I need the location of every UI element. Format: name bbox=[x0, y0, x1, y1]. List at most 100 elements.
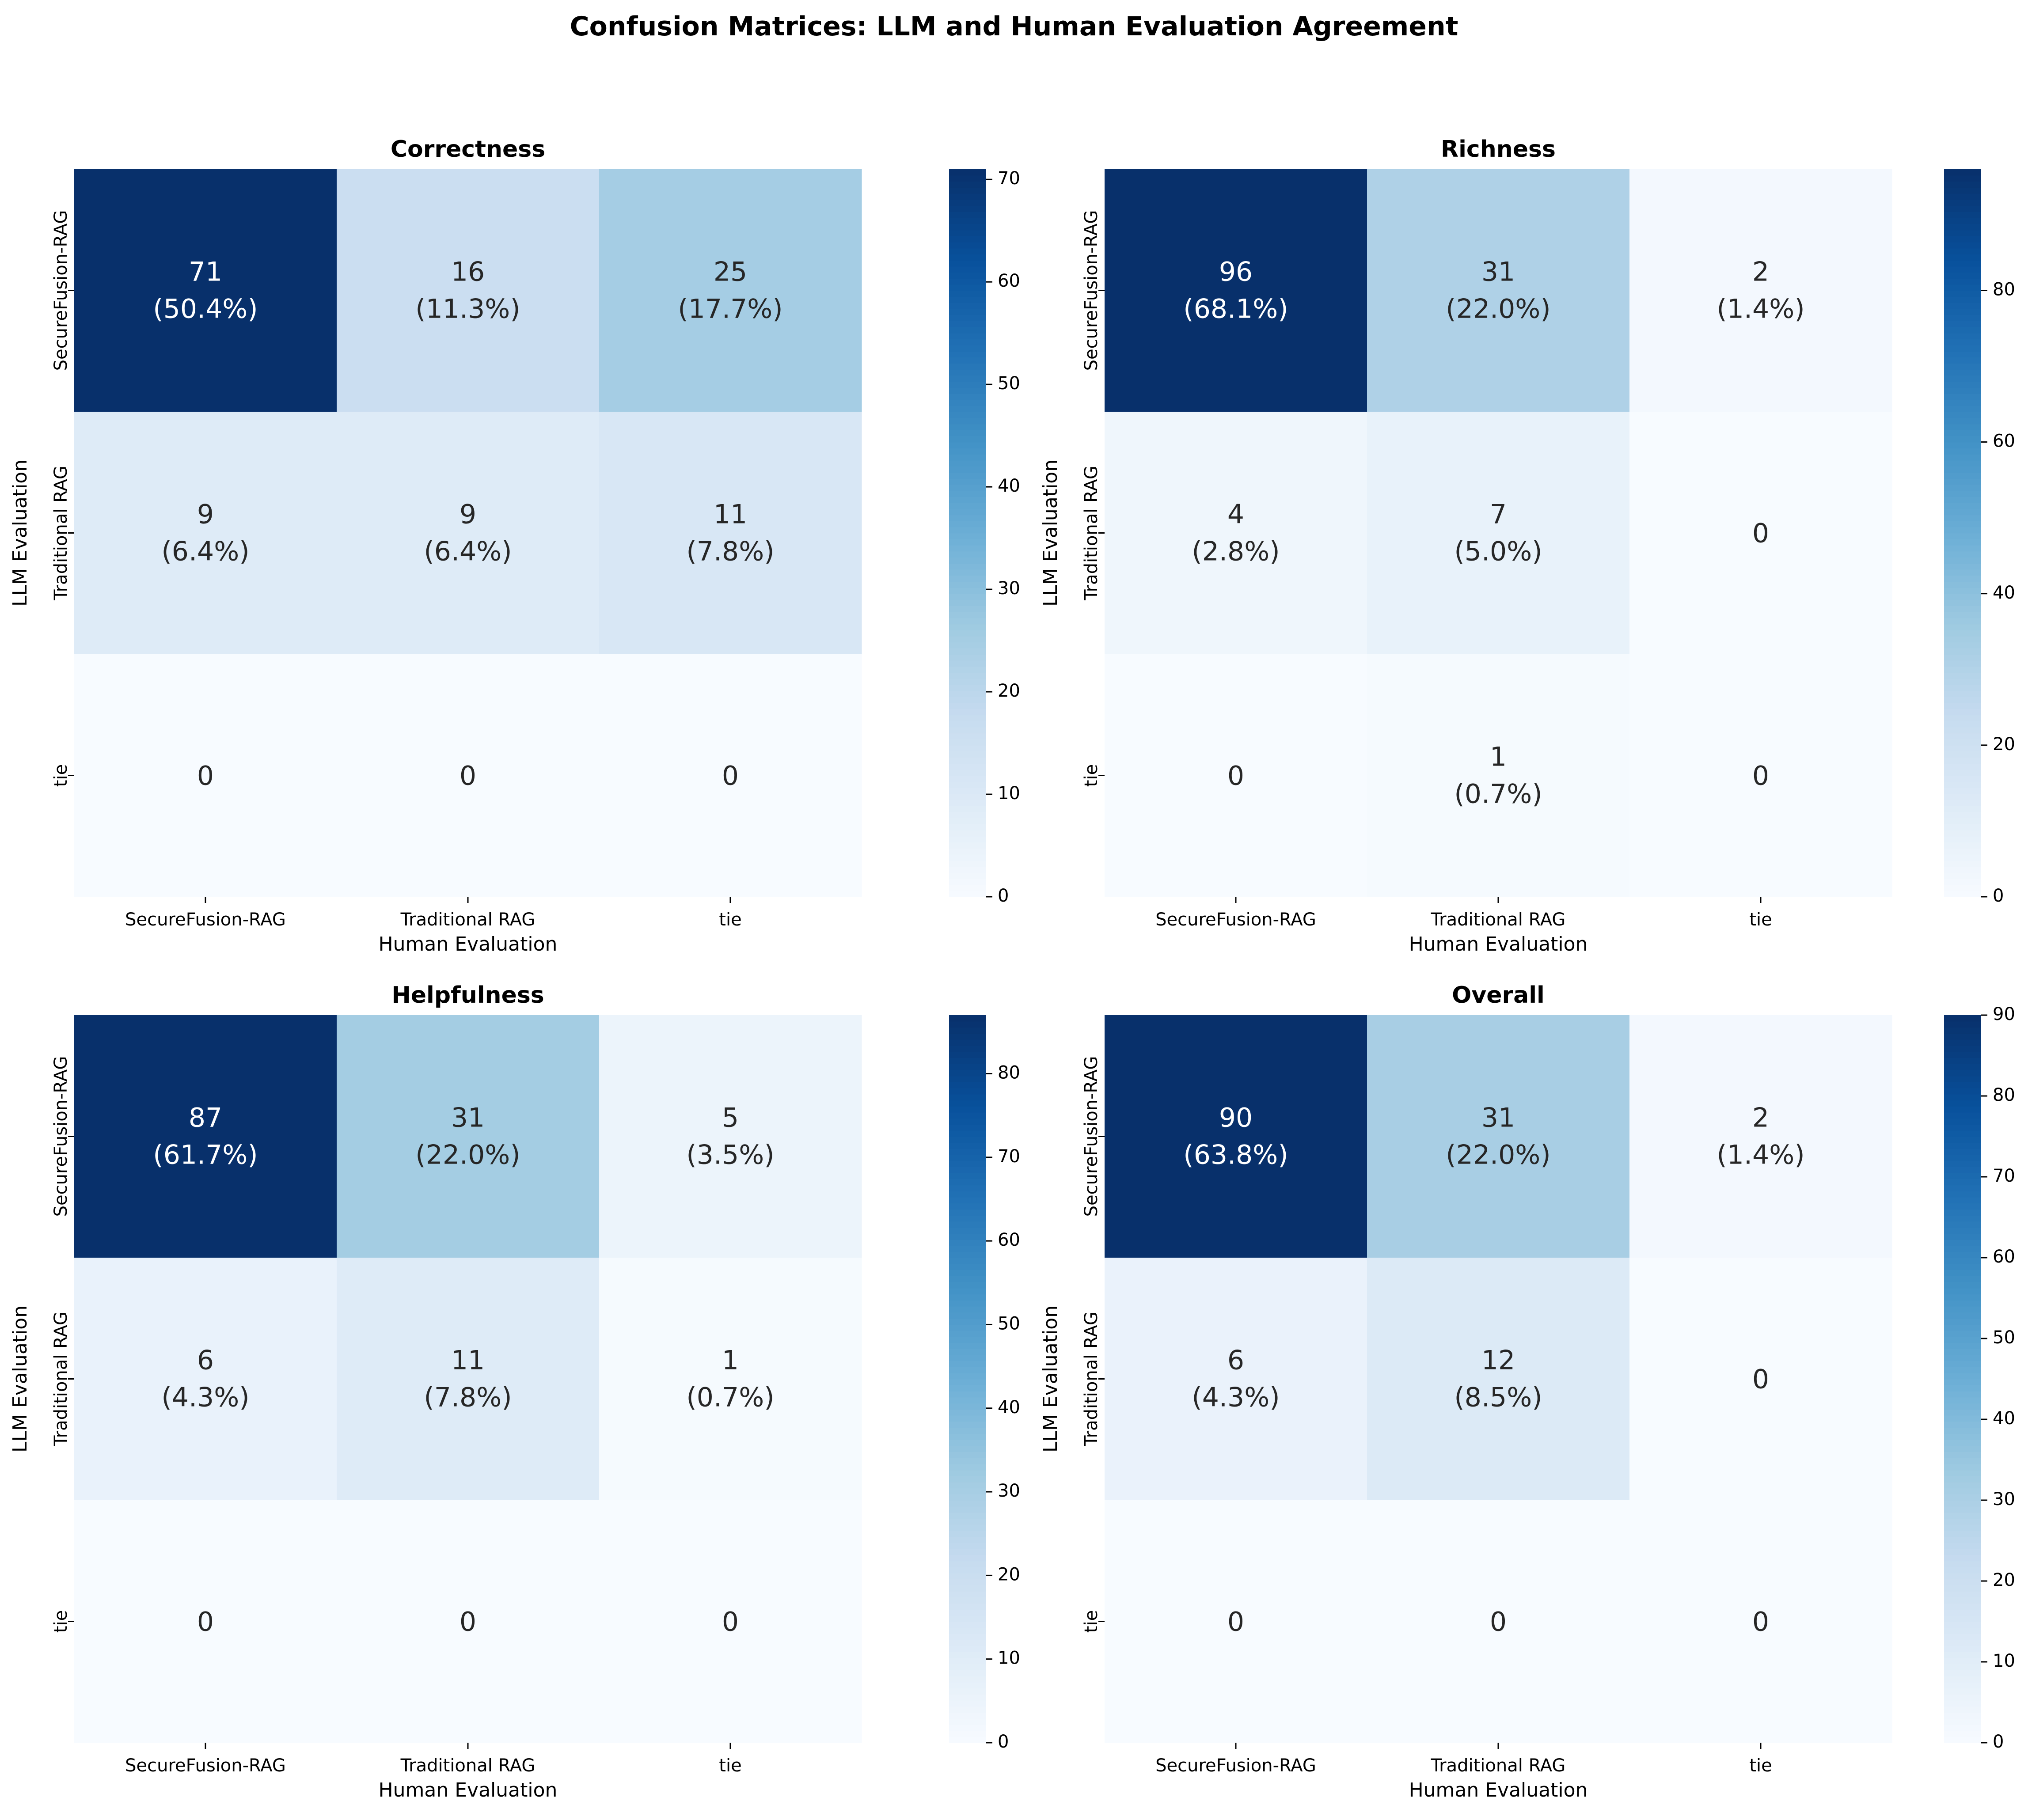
colorbar-segment bbox=[1944, 326, 1981, 334]
colorbar-segment bbox=[1944, 860, 1981, 867]
colorbar-segment bbox=[1944, 557, 1981, 564]
colorbar-segment bbox=[1944, 1494, 1981, 1501]
colorbar-segment bbox=[1944, 1536, 1981, 1543]
colorbar-segment bbox=[949, 751, 986, 758]
y-tick-label: SecureFusion-RAG bbox=[51, 1056, 71, 1217]
cell-percent-label: (6.4%) bbox=[424, 536, 512, 567]
colorbar-segment bbox=[949, 1324, 986, 1331]
x-axis-label: Human Evaluation bbox=[1409, 933, 1588, 956]
cell-percent-label: (3.5%) bbox=[686, 1140, 774, 1171]
heatmap-cell bbox=[1367, 1258, 1630, 1501]
colorbar-segment bbox=[949, 569, 986, 576]
colorbar-segment bbox=[949, 508, 986, 516]
colorbar-segment bbox=[1944, 296, 1981, 303]
colorbar-segment bbox=[1944, 1039, 1981, 1046]
cell-percent-label: (8.5%) bbox=[1454, 1382, 1542, 1413]
colorbar-segment bbox=[949, 381, 986, 388]
cell-count-label: 31 bbox=[451, 1103, 485, 1134]
cell-percent-label: (11.3%) bbox=[415, 294, 520, 325]
figure-title: Confusion Matrices: LLM and Human Evalua… bbox=[570, 11, 1458, 42]
colorbar-segment bbox=[1944, 715, 1981, 721]
heatmap-panel-correctness: Correctness 71 (50.4%) 16 (11.3%) 25 (17.7%) 9 (… bbox=[9, 136, 1020, 956]
colorbar-segment bbox=[949, 369, 986, 376]
colorbar-segment bbox=[1944, 193, 1981, 200]
colorbar-segment bbox=[949, 1706, 986, 1713]
colorbar-segment bbox=[1944, 242, 1981, 249]
colorbar-segment bbox=[1944, 1058, 1981, 1064]
colorbar-segment bbox=[1944, 224, 1981, 231]
colorbar-segment bbox=[949, 727, 986, 734]
colorbar-segment bbox=[949, 836, 986, 843]
colorbar-segment bbox=[949, 575, 986, 582]
colorbar-segment bbox=[1944, 290, 1981, 297]
colorbar-segment bbox=[1944, 1197, 1981, 1204]
colorbar-segment bbox=[949, 1148, 986, 1155]
colorbar-segment bbox=[1944, 502, 1981, 509]
colorbar-segment bbox=[949, 1039, 986, 1046]
colorbar-segment bbox=[1944, 606, 1981, 612]
colorbar-segment bbox=[1944, 1597, 1981, 1604]
colorbar-segment bbox=[949, 1518, 986, 1525]
colorbar-tick-label: 10 bbox=[998, 1648, 1020, 1668]
colorbar-segment bbox=[949, 1076, 986, 1082]
colorbar-segment bbox=[949, 193, 986, 200]
colorbar-segment bbox=[1944, 1518, 1981, 1525]
colorbar-segment bbox=[949, 1639, 986, 1646]
colorbar-segment bbox=[949, 1154, 986, 1161]
colorbar-segment bbox=[949, 1627, 986, 1634]
colorbar-segment bbox=[949, 1730, 986, 1737]
colorbar-segment bbox=[949, 1094, 986, 1100]
colorbar-segment bbox=[949, 442, 986, 449]
colorbar-segment bbox=[1944, 235, 1981, 243]
heatmap-cell bbox=[1629, 169, 1892, 412]
colorbar-segment bbox=[949, 1488, 986, 1495]
y-tick-label: tie bbox=[51, 1610, 71, 1633]
colorbar-segment bbox=[1944, 836, 1981, 843]
colorbar-segment bbox=[949, 800, 986, 806]
colorbar-segment bbox=[949, 1239, 986, 1246]
y-tick-label: tie bbox=[51, 764, 71, 787]
colorbar-segment bbox=[1944, 1330, 1981, 1337]
x-tick-label: SecureFusion-RAG bbox=[1155, 910, 1316, 930]
colorbar-segment bbox=[1944, 1227, 1981, 1234]
colorbar-segment bbox=[1944, 1621, 1981, 1628]
colorbar-segment bbox=[949, 1021, 986, 1028]
colorbar-segment bbox=[1944, 1555, 1981, 1562]
colorbar-segment bbox=[1944, 1706, 1981, 1713]
colorbar-segment bbox=[949, 630, 986, 637]
colorbar-tick-label: 60 bbox=[1993, 1247, 2015, 1267]
heatmap-panel-richness: Richness 96 (68.1%) 31 (22.0%) 2 (1.4%) 4 (2.8%)… bbox=[1039, 136, 2015, 956]
cell-count-label: 16 bbox=[451, 257, 485, 288]
colorbar-segment bbox=[1944, 1609, 1981, 1616]
heatmap-cell bbox=[74, 412, 337, 655]
colorbar-segment bbox=[949, 290, 986, 297]
colorbar-segment bbox=[1944, 854, 1981, 861]
colorbar-segment bbox=[1944, 1561, 1981, 1567]
x-tick-label: tie bbox=[1749, 910, 1772, 930]
colorbar-segment bbox=[1944, 1094, 1981, 1100]
colorbar-segment bbox=[949, 854, 986, 861]
colorbar-segment bbox=[1944, 745, 1981, 752]
colorbar-segment bbox=[949, 593, 986, 600]
colorbar-segment bbox=[949, 1403, 986, 1410]
colorbar-tick-label: 10 bbox=[998, 783, 1020, 804]
heatmap-cell bbox=[337, 1500, 600, 1743]
colorbar: 0 10 20 30 40 50 60 70 80 90 bbox=[1944, 1004, 2015, 1752]
colorbar-segment bbox=[1944, 1354, 1981, 1361]
colorbar-segment bbox=[949, 848, 986, 855]
colorbar-segment bbox=[949, 1088, 986, 1095]
cell-percent-label: (17.7%) bbox=[678, 294, 782, 325]
colorbar-segment bbox=[949, 1391, 986, 1398]
colorbar-segment bbox=[1944, 842, 1981, 849]
colorbar-segment bbox=[949, 224, 986, 231]
cell-count-label: 31 bbox=[1481, 1103, 1515, 1134]
colorbar-segment bbox=[949, 1621, 986, 1628]
colorbar-segment bbox=[949, 709, 986, 716]
heatmap-cell bbox=[599, 1500, 862, 1743]
colorbar-segment bbox=[949, 351, 986, 358]
colorbar-segment bbox=[949, 1657, 986, 1665]
cell-count-label: 6 bbox=[197, 1345, 214, 1376]
colorbar-segment bbox=[1944, 1603, 1981, 1610]
colorbar-segment bbox=[1944, 339, 1981, 345]
colorbar-segment bbox=[949, 697, 986, 703]
